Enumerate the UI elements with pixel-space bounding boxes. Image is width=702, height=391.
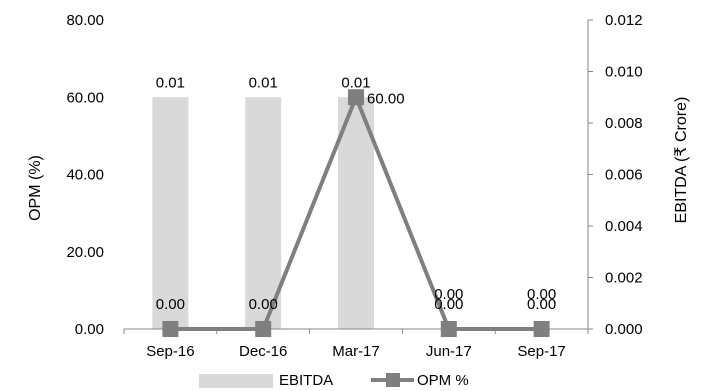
opm-data-label: 0.00 bbox=[527, 296, 556, 313]
ebitda-data-label: 0.01 bbox=[249, 74, 278, 91]
ebitda-data-label: 0.01 bbox=[156, 74, 185, 91]
y2-tick-label: 0.004 bbox=[605, 218, 643, 235]
legend-label-opm: OPM % bbox=[417, 372, 469, 389]
y2-tick-label: 0.008 bbox=[605, 115, 643, 132]
legend-marker-opm bbox=[386, 373, 400, 387]
y2-axis-title: EBITDA (₹ Crore) bbox=[673, 97, 690, 224]
ebitda-bar bbox=[245, 97, 282, 329]
y2-tick-label: 0.012 bbox=[605, 12, 643, 29]
x-tick-label: Sep-16 bbox=[146, 343, 194, 360]
y-tick-label: 80.00 bbox=[66, 12, 104, 29]
bar-layer bbox=[152, 97, 374, 329]
opm-marker bbox=[255, 321, 272, 337]
legend-label-ebitda: EBITDA bbox=[279, 372, 333, 389]
x-tick-label: Sep-17 bbox=[517, 343, 565, 360]
opm-marker bbox=[533, 321, 550, 337]
ebitda-bar bbox=[338, 97, 374, 329]
tick-label-layer: Sep-16 Dec-16 Mar-17 Jun-17 Sep-170.0020.004… bbox=[66, 12, 642, 360]
ebitda-data-label: 0.00 bbox=[434, 286, 463, 303]
y-tick-label: 20.00 bbox=[66, 244, 104, 261]
opm-marker bbox=[440, 321, 457, 337]
opm-data-label: 0.00 bbox=[434, 296, 463, 313]
ebitda-bar bbox=[152, 97, 189, 329]
ebitda-data-label: 0.01 bbox=[341, 74, 370, 91]
legend: EBITDA OPM % bbox=[199, 372, 469, 389]
y2-tick-label: 0.002 bbox=[605, 270, 643, 287]
ebitda-data-label: 0.00 bbox=[527, 286, 556, 303]
opm-marker bbox=[348, 89, 364, 106]
line-layer bbox=[162, 89, 550, 337]
x-tick-label: Dec-16 bbox=[239, 343, 287, 360]
opm-data-label: 60.00 bbox=[367, 90, 405, 107]
y2-tick-label: 0.000 bbox=[605, 321, 643, 338]
y-axis-title: OPM (%) bbox=[27, 155, 44, 221]
opm-marker bbox=[162, 321, 179, 337]
y2-tick-label: 0.010 bbox=[605, 64, 643, 81]
opm-data-label: 0.00 bbox=[156, 296, 185, 313]
y-tick-label: 0.00 bbox=[75, 321, 104, 338]
opm-data-label: 0.00 bbox=[249, 296, 278, 313]
x-tick-label: Mar-17 bbox=[332, 343, 380, 360]
x-tick-label: Jun-17 bbox=[426, 343, 472, 360]
y-tick-label: 40.00 bbox=[66, 167, 104, 184]
y-tick-label: 60.00 bbox=[66, 89, 104, 106]
y2-tick-label: 0.006 bbox=[605, 167, 643, 184]
legend-swatch-ebitda bbox=[199, 374, 273, 388]
